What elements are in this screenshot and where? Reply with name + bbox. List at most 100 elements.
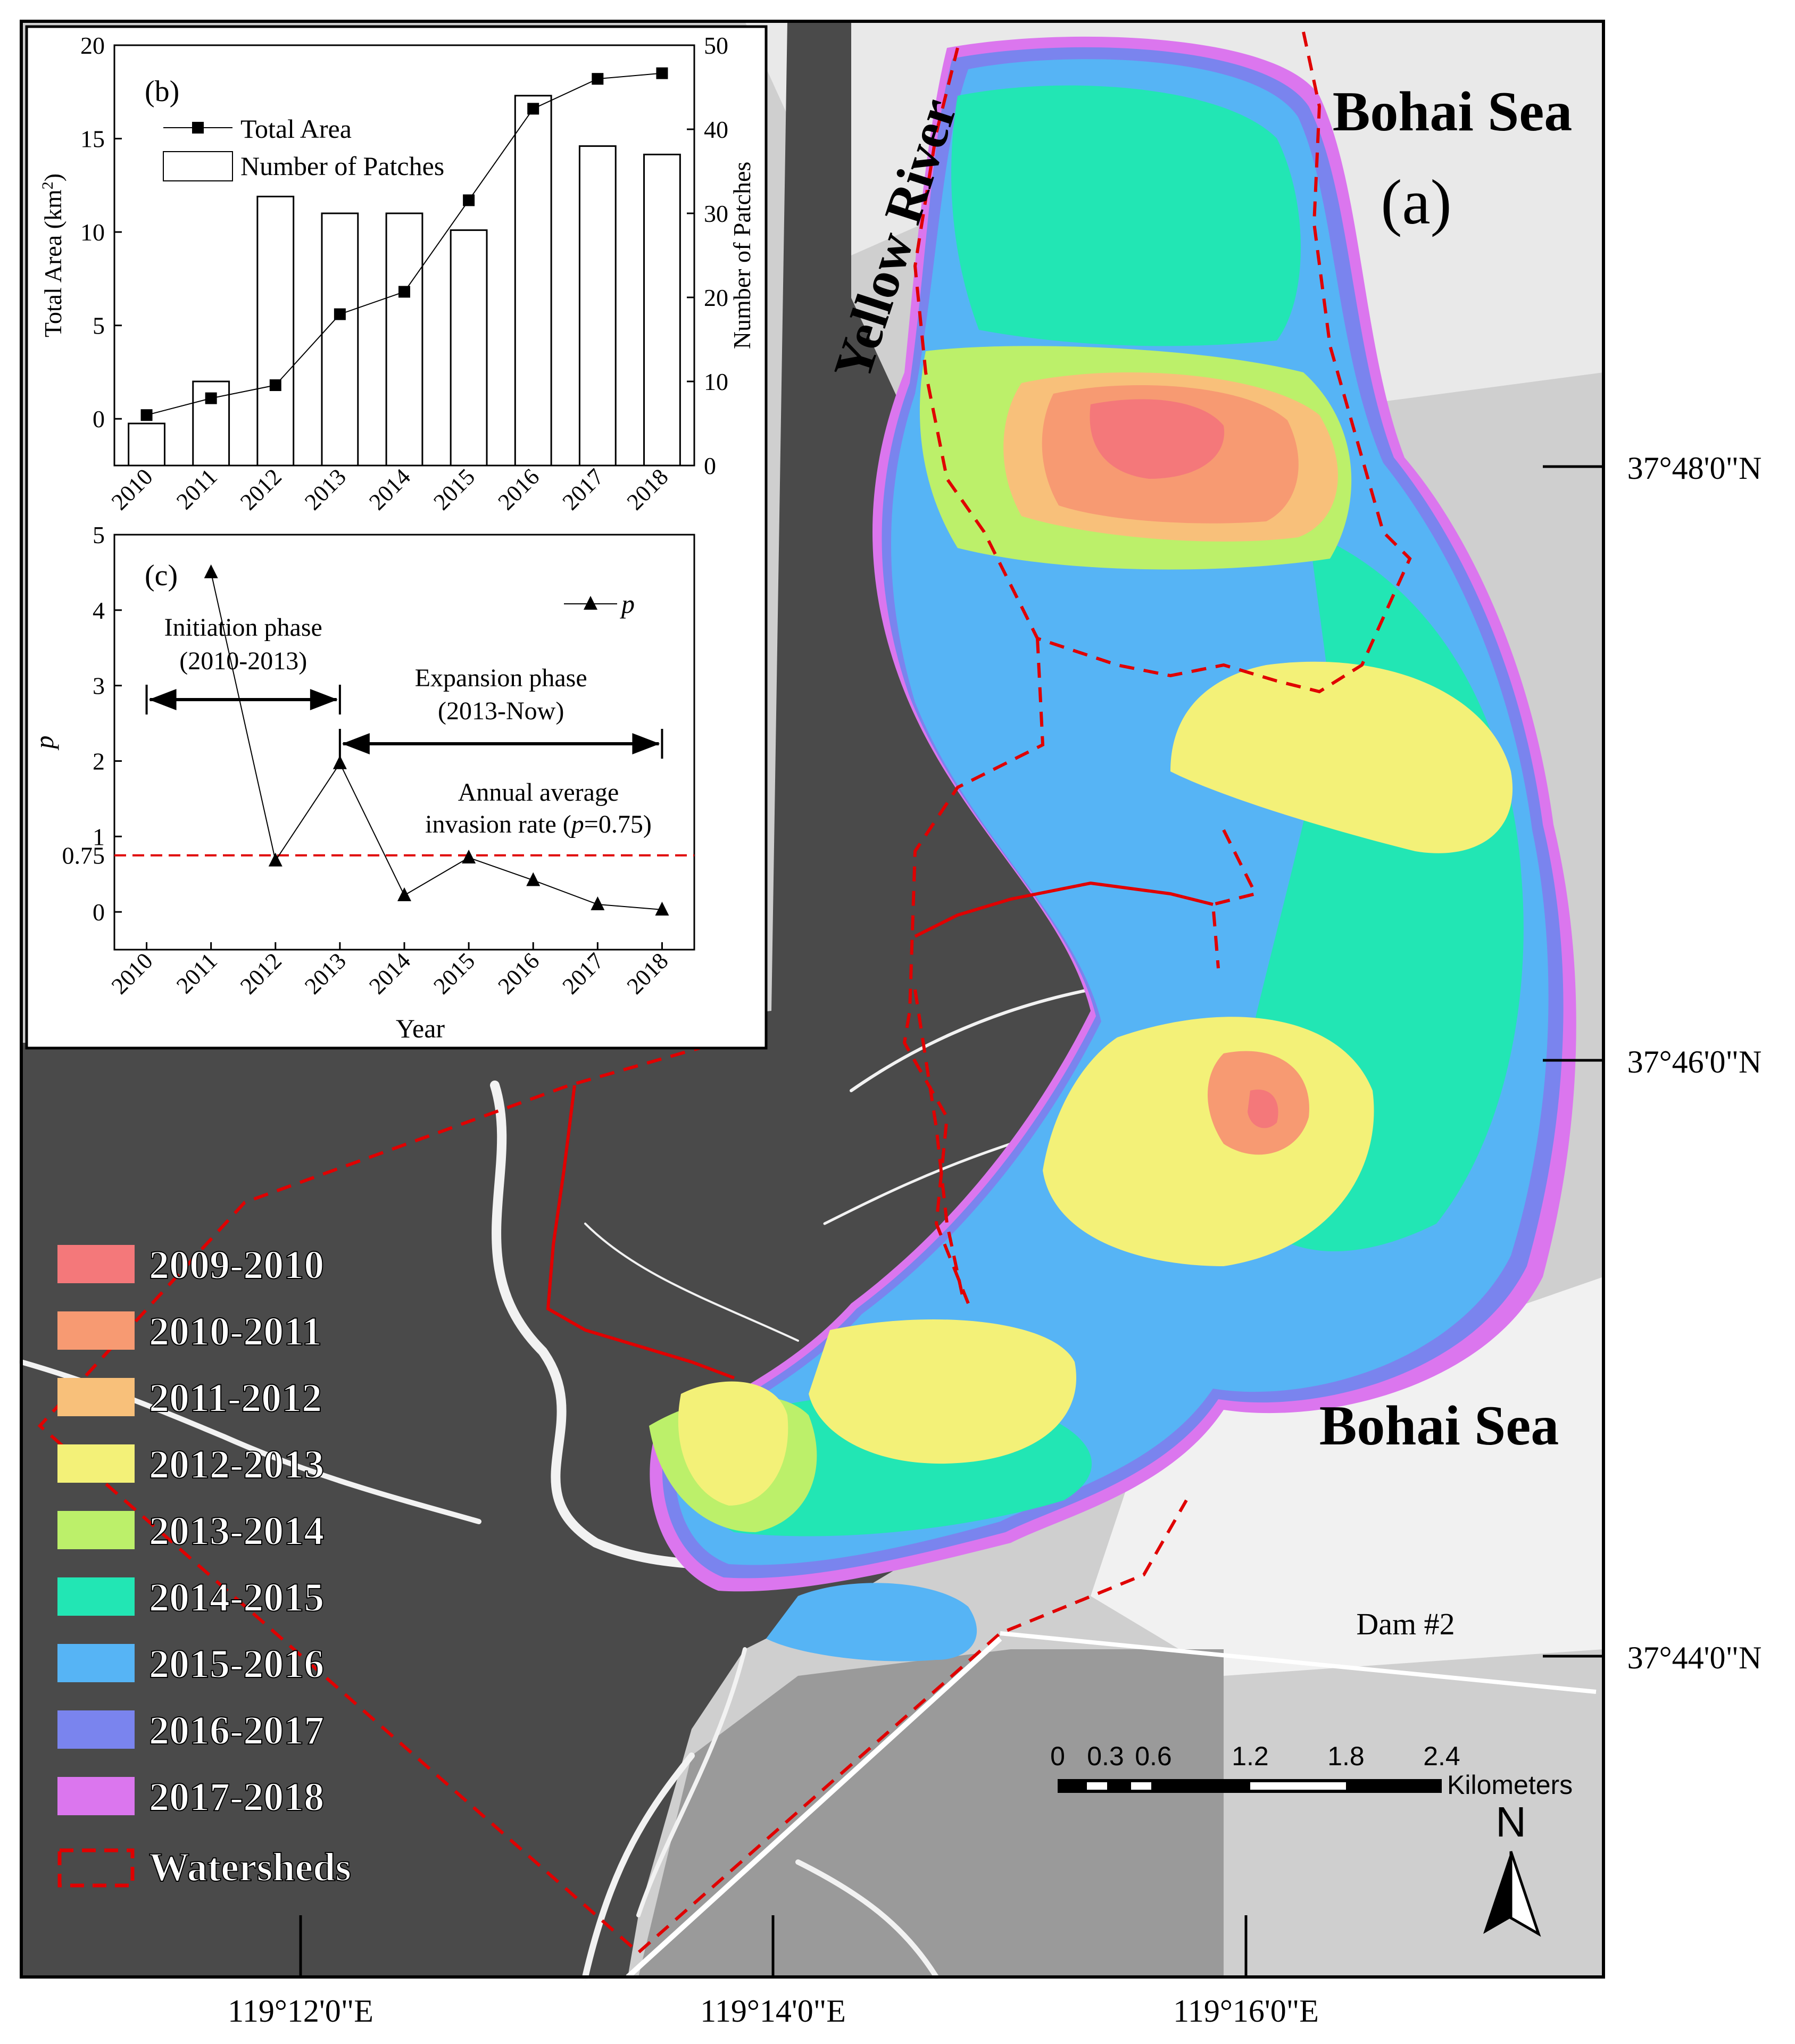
total-area-point — [398, 286, 410, 298]
legend-label: 2013-2014 — [149, 1509, 324, 1553]
scale-tick-label: 0 — [1050, 1741, 1065, 1771]
zone-2012-2013-west — [678, 1381, 788, 1506]
p-point — [591, 896, 605, 910]
watershed-boundaries — [37, 31, 1412, 1955]
legend-swatch — [57, 1444, 135, 1483]
legend-label: 2011-2012 — [149, 1376, 322, 1420]
chart-b-left-axis-title: Total Area (km2) — [39, 173, 67, 337]
sea-label-bottom: Bohai Sea — [1319, 1394, 1559, 1457]
total-area-point — [334, 308, 346, 320]
sea-bright-south — [1091, 1277, 1603, 1676]
right-axis-tick-label: 10 — [704, 368, 728, 395]
legend-swatch — [57, 1511, 135, 1549]
north-arrow-light-half — [1509, 1851, 1541, 1937]
chart-b-bars — [128, 95, 681, 467]
p-point — [462, 849, 476, 863]
left-axis-tick-label: 5 — [93, 312, 105, 339]
zone-2012-2013-east — [1170, 661, 1513, 853]
total-area-point — [463, 194, 475, 206]
legend-swatch — [57, 1577, 135, 1616]
phase-arrowhead — [632, 733, 660, 754]
right-axis-tick-label: 0 — [704, 452, 716, 479]
scale-tick-label: 0.3 — [1087, 1741, 1124, 1771]
patches-bar — [450, 229, 488, 467]
legend-label: 2012-2013 — [149, 1442, 324, 1487]
chart-c-x-axis-title: Year — [396, 1013, 445, 1043]
scale-tick-label: 2.4 — [1423, 1741, 1460, 1771]
y-axis-tick-label: 0.75 — [62, 842, 105, 869]
y-axis-tick-label: 3 — [93, 672, 105, 700]
y-axis-tick-label: 5 — [93, 521, 105, 549]
map-panel-label: (a) — [1381, 167, 1451, 237]
p-point — [397, 887, 411, 901]
watershed-dashed — [913, 31, 1412, 694]
chart-c-ticks — [114, 534, 663, 950]
p-point — [333, 755, 347, 769]
scale-tick-label: 0.6 — [1135, 1741, 1172, 1771]
reference-line-label-2: invasion rate (p=0.75) — [425, 810, 652, 838]
chart-c-y-axis-title: p — [29, 736, 59, 751]
legend-label: 2017-2018 — [149, 1775, 324, 1819]
north-label: N — [1495, 1798, 1526, 1846]
chart-b-right-axis-title: Number of Patches — [728, 162, 755, 350]
total-area-point — [527, 103, 539, 115]
total-area-point — [205, 392, 217, 404]
legend-swatch — [57, 1644, 135, 1682]
phase-arrowhead — [310, 689, 338, 710]
right-axis-tick-label: 20 — [704, 284, 728, 311]
watershed-dashed-outer — [37, 1031, 1188, 1955]
scale-bar: 0 0.3 0.6 1.2 1.8 2.4 Kilometers — [1050, 1741, 1573, 1800]
scale-unit-label: Kilometers — [1447, 1770, 1573, 1800]
y-axis-tick-label: 2 — [93, 747, 105, 775]
dam-2-shadow — [626, 1636, 1002, 1979]
total-area-point — [656, 67, 668, 79]
p-point — [204, 564, 218, 578]
reference-line-label-1: Annual average — [458, 778, 619, 807]
watershed-dashed-south — [913, 989, 965, 1299]
scale-tick-label: 1.8 — [1327, 1741, 1365, 1771]
total-area-point — [140, 409, 153, 421]
patches-bar — [128, 422, 165, 467]
phase-period-label: (2010-2013) — [179, 647, 307, 675]
zone-2009-2010-mid — [1248, 1090, 1278, 1128]
patches-bar — [385, 212, 423, 467]
dam-2 — [1000, 1631, 1597, 1694]
legend-p-label: p — [620, 589, 635, 619]
left-axis-tick-label: 20 — [80, 32, 105, 59]
legend-label: 2014-2015 — [149, 1575, 324, 1620]
watershed-dashed-inner — [1211, 829, 1258, 969]
right-axis-tick-label: 50 — [704, 32, 728, 59]
map-frame — [20, 20, 1605, 1979]
p-point — [268, 852, 282, 867]
legend-p-marker — [584, 596, 597, 610]
longitude-label: 119°16'0"E — [1173, 1993, 1319, 2029]
chart-c-points — [204, 564, 669, 916]
invasion-zones — [649, 36, 1576, 1661]
total-area-point — [269, 379, 281, 392]
left-axis-tick-label: 0 — [93, 405, 105, 433]
patches-bar — [643, 153, 681, 467]
zone-2009-2010 — [1090, 399, 1225, 479]
legend-label: Watersheds — [149, 1845, 351, 1890]
latitude-label: 37°46'0"N — [1627, 1044, 1762, 1079]
map-panel: Bohai Sea (a) Yellow River Bohai Sea Dam… — [19, 20, 1762, 2029]
sea-label-top: Bohai Sea — [1333, 80, 1573, 143]
y-axis-tick-label: 4 — [93, 597, 105, 624]
scale-bar-segment — [1131, 1782, 1151, 1790]
scale-bar-segment — [1087, 1782, 1107, 1790]
legend-swatch — [57, 1311, 135, 1350]
phase-period-label: (2013-Now) — [438, 697, 564, 725]
scale-bar-outline — [1058, 1779, 1442, 1793]
legend-swatch — [57, 1378, 135, 1416]
legend-swatch — [57, 1245, 135, 1283]
watershed-solid-north — [914, 881, 1214, 938]
p-line — [210, 572, 662, 910]
phase-arrowhead — [148, 689, 177, 710]
y-axis-tick-label: 1 — [93, 823, 105, 850]
legend-label: 2010-2011 — [149, 1309, 322, 1354]
scale-bar-segment — [1250, 1782, 1346, 1790]
north-arrow: N — [1483, 1798, 1541, 1937]
p-point — [655, 901, 669, 916]
